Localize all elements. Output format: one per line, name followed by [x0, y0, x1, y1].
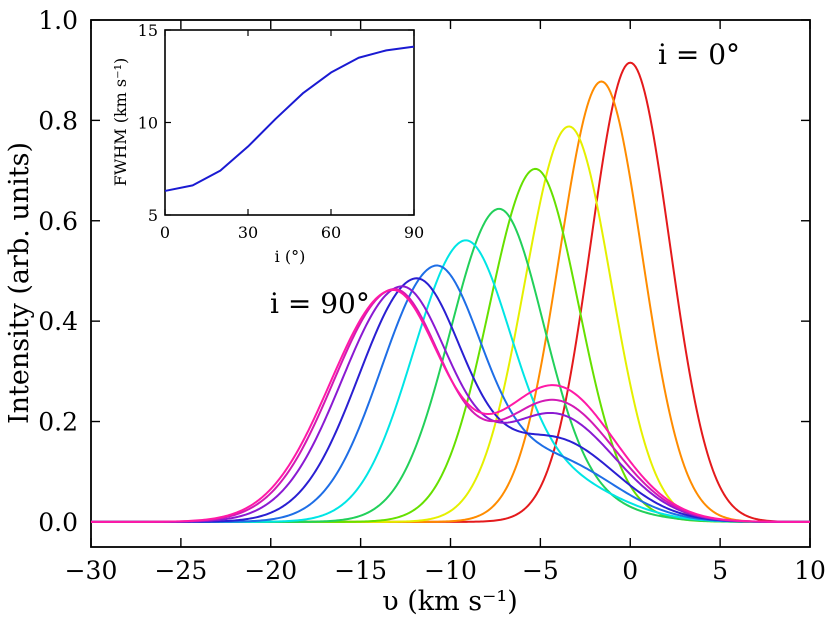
main-y-tick-label: 0.4	[38, 307, 78, 336]
inset-plot-frame	[164, 29, 415, 216]
inset-ticks: 0 30 60 90 5 10 15	[138, 21, 425, 242]
main-y-tick-label: 1.0	[38, 6, 78, 35]
profile-curve	[91, 207, 810, 523]
inset-x-tick-label: 60	[321, 223, 341, 242]
inset-x-axis-label: i (°)	[275, 247, 306, 266]
inset-x-tick-label: 90	[404, 223, 424, 242]
main-curves	[91, 61, 810, 523]
main-y-tick-label: 0.6	[38, 207, 78, 236]
profile-curve	[91, 239, 810, 523]
profile-curve	[91, 277, 810, 523]
inset-y-tick-label: 15	[138, 21, 158, 40]
main-x-tick-label: 10	[794, 556, 826, 585]
main-ticks: −30 −25 −20 −15 −10 −5 0 5 100.00.20.40.60.81.0	[38, 6, 826, 585]
main-x-tick-label: 5	[712, 556, 728, 585]
main-x-tick-label: 0	[622, 556, 638, 585]
main-y-tick-label: 0.8	[38, 106, 78, 135]
main-x-tick-label: −5	[522, 556, 559, 585]
inset-y-tick-label: 5	[148, 206, 158, 225]
profile-curve	[91, 264, 810, 523]
main-y-tick-label: 0.0	[38, 508, 78, 537]
main-x-axis-label: υ (km s⁻¹)	[382, 586, 518, 617]
main-x-tick-label: −20	[244, 556, 297, 585]
profile-curve	[91, 285, 810, 523]
inset-chart: 0 30 60 90 5 10 15 i (°) FWHM (km s⁻¹)	[111, 21, 424, 266]
inset-curves	[164, 45, 415, 192]
inset-x-tick-label: 0	[160, 223, 170, 242]
main-x-tick-label: −25	[154, 556, 207, 585]
annotation-i-0: i = 0°	[658, 38, 740, 71]
main-x-tick-label: −10	[424, 556, 477, 585]
inset-y-axis-label: FWHM (km s⁻¹)	[111, 58, 130, 186]
inset-y-tick-label: 10	[138, 114, 158, 133]
main-x-tick-label: −30	[65, 556, 118, 585]
inset-x-tick-label: 30	[238, 223, 258, 242]
profile-curve	[91, 288, 810, 523]
main-y-axis-label: Intensity (arb. units)	[4, 142, 35, 424]
main-y-tick-label: 0.2	[38, 408, 78, 437]
annotation-i-90: i = 90°	[270, 287, 370, 320]
main-x-tick-label: −15	[334, 556, 387, 585]
profile-curve	[91, 167, 810, 523]
fwhm-curve	[164, 45, 415, 192]
